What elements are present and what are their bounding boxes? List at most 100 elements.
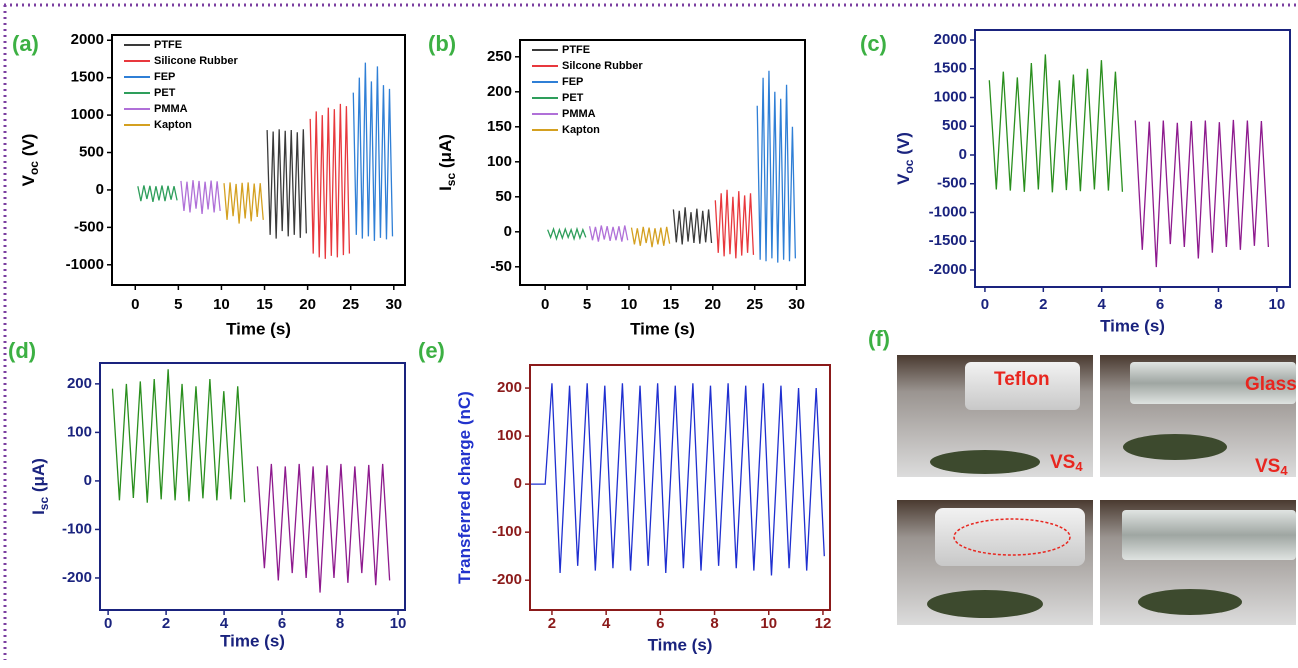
y-tick-label: 100: [487, 153, 512, 170]
series-line: [266, 129, 307, 239]
y-tick-label: -200: [492, 571, 522, 588]
y-axis-label-part: V: [894, 173, 913, 185]
chart-panel: (d) -200 -100 0 100 200 0 2 4 6 8 10 Time (s) Isc (μA…: [8, 338, 406, 651]
x-tick-label: 10: [1269, 296, 1286, 313]
y-tick-label: 0: [84, 472, 92, 489]
photo: [897, 500, 1093, 625]
x-tick-label: 10: [760, 615, 777, 632]
y-tick-label: -200: [62, 569, 92, 586]
x-axis-label: Time (s): [226, 319, 291, 338]
y-tick-label: 50: [495, 188, 512, 205]
y-axis-label-part: I: [29, 510, 48, 515]
rod-label: Glass: [1245, 374, 1297, 395]
x-tick-label: 15: [256, 296, 273, 313]
y-tick-label: -1000: [929, 203, 967, 220]
series-line: [352, 62, 394, 241]
x-tick-label: 10: [390, 615, 407, 632]
y-axis-label-part: sc: [37, 497, 51, 511]
legend-label: Kapton: [562, 124, 600, 136]
plot-frame: [99, 362, 406, 611]
photo: Teflon VS4: [897, 355, 1093, 477]
series-line: [756, 70, 797, 263]
y-axis-label-part: sc: [444, 173, 458, 187]
series-line: [256, 463, 391, 593]
x-tick-label: 4: [220, 615, 229, 632]
x-tick-label: 4: [602, 615, 611, 632]
plot-area: [547, 70, 797, 263]
series-line: [547, 226, 587, 241]
x-tick-label: 2: [1039, 296, 1047, 313]
legend-label: FEP: [154, 71, 175, 83]
x-tick-label: 15: [663, 296, 680, 313]
y-tick-label: 2000: [71, 31, 104, 48]
y-tick-label: -100: [492, 523, 522, 540]
x-tick-label: 0: [104, 615, 112, 632]
x-tick-label: 5: [583, 296, 591, 313]
y-tick-label: 200: [497, 379, 522, 396]
legend-label: Silcone Rubber: [562, 60, 643, 72]
x-tick-label: 20: [704, 296, 721, 313]
x-tick-label: 25: [746, 296, 763, 313]
series-line: [223, 182, 264, 224]
chart-panel: (b) -50 0 50 100 150 200 250 0 5 10 15 20 25 30 Time (s…: [428, 31, 806, 338]
x-tick-label: 20: [299, 296, 316, 313]
x-tick-label: 5: [174, 296, 182, 313]
series-line: [530, 383, 825, 576]
series-line: [137, 185, 178, 203]
photo: [1100, 500, 1296, 625]
series-line: [309, 103, 351, 259]
y-axis-label: Voc (V): [894, 132, 916, 185]
series-line: [180, 180, 221, 214]
sample-label: VS4: [1255, 456, 1288, 478]
y-tick-label: 0: [96, 181, 104, 198]
y-tick-label: -1000: [66, 256, 104, 273]
plot-frame: [974, 29, 1291, 288]
y-tick-label: -2000: [929, 261, 967, 278]
legend-label: PTFE: [154, 39, 182, 51]
y-tick-label: 100: [497, 427, 522, 444]
series-line: [672, 207, 713, 245]
y-tick-label: 0: [514, 475, 522, 492]
series-line: [111, 369, 246, 503]
y-tick-label: 100: [67, 423, 92, 440]
y-tick-label: -100: [62, 520, 92, 537]
sample-label: VS4: [1050, 452, 1083, 474]
y-tick-label: 150: [487, 118, 512, 135]
y-axis-label-part: oc: [902, 159, 916, 173]
y-tick-label: 1000: [934, 88, 967, 105]
y-tick-label: -500: [937, 175, 967, 192]
y-axis-label-part: (V): [894, 132, 913, 159]
legend-label: PMMA: [562, 108, 596, 120]
plot-area: [137, 62, 394, 259]
x-tick-label: 30: [788, 296, 805, 313]
x-tick-label: 30: [385, 296, 402, 313]
chart-panel: (c) -2000 -1500 -1000 -500 0 500 1000 1500 2000 0 2…: [860, 29, 1291, 335]
x-tick-label: 2: [548, 615, 556, 632]
legend-label: Kapton: [154, 119, 192, 131]
x-tick-label: 0: [131, 296, 139, 313]
y-tick-label: -1500: [929, 232, 967, 249]
x-axis-label: Time (s): [1100, 316, 1165, 335]
legend-label: PET: [154, 87, 176, 99]
y-axis-label-part: (V): [19, 134, 38, 161]
x-axis-label: Time (s): [220, 631, 285, 650]
series-line: [630, 226, 671, 248]
x-tick-label: 25: [342, 296, 359, 313]
x-axis-label: Time (s): [648, 635, 713, 654]
panel-label: (f): [868, 326, 890, 351]
x-tick-label: 2: [162, 615, 170, 632]
y-axis-label-part: (μA): [436, 134, 455, 173]
legend-label: Silicone Rubber: [154, 55, 238, 67]
y-axis-label: Transferred charge (nC): [455, 391, 474, 584]
y-tick-label: 0: [504, 223, 512, 240]
x-tick-label: 6: [656, 615, 664, 632]
x-tick-label: 0: [981, 296, 989, 313]
x-tick-label: 8: [710, 615, 718, 632]
legend-label: PMMA: [154, 103, 188, 115]
y-axis-label-part: V: [19, 174, 38, 186]
plot-frame: [111, 34, 406, 286]
x-axis-label: Time (s): [630, 319, 695, 338]
y-tick-label: 500: [942, 117, 967, 134]
y-axis-label: Isc (μA): [29, 458, 51, 515]
